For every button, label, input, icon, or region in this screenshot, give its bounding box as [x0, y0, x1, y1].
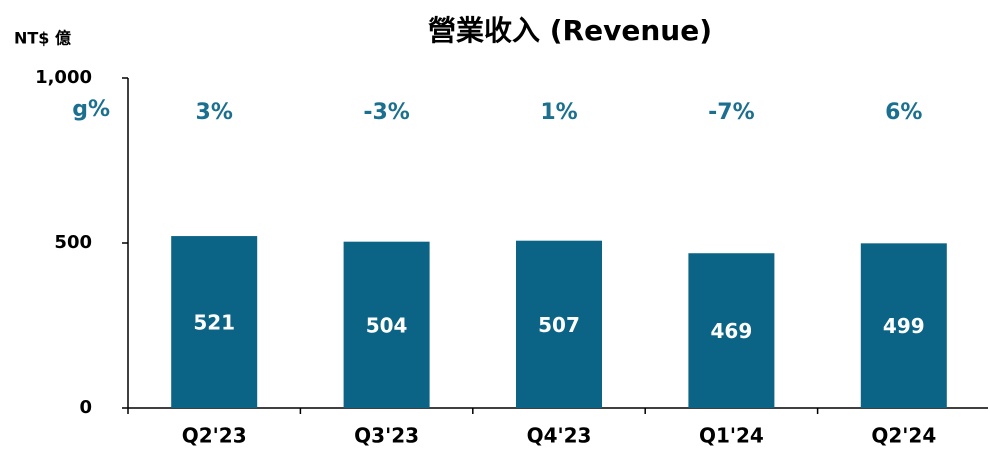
growth-value-label: -3% — [363, 100, 409, 125]
growth-label: g% — [72, 97, 110, 122]
bar-value-label: 504 — [366, 313, 408, 337]
y-tick-label: 500 — [54, 232, 92, 253]
bar — [343, 241, 430, 408]
bar — [688, 253, 775, 408]
bar-value-label: 507 — [538, 313, 580, 337]
x-tick-label: Q4'23 — [527, 424, 592, 448]
y-tick-label: 0 — [79, 397, 92, 418]
bar-value-label: 469 — [711, 319, 753, 343]
bar — [516, 240, 602, 408]
growth-value-label: 1% — [540, 100, 577, 125]
chart-title: 營業收入 (Revenue) — [428, 14, 712, 47]
bar — [171, 236, 258, 408]
growth-value-label: -7% — [708, 100, 754, 125]
growth-value-label: 6% — [885, 100, 922, 125]
x-tick-label: Q1'24 — [699, 424, 764, 448]
bar — [860, 243, 947, 408]
unit-label: NT$ 億 — [14, 29, 71, 48]
growth-value-label: 3% — [196, 100, 233, 125]
x-tick-label: Q2'24 — [871, 424, 936, 448]
y-tick-label: 1,000 — [35, 67, 92, 88]
bar-value-label: 499 — [883, 314, 925, 338]
x-tick-label: Q3'23 — [354, 424, 419, 448]
x-tick-label: Q2'23 — [182, 424, 247, 448]
bar-value-label: 521 — [193, 311, 235, 335]
